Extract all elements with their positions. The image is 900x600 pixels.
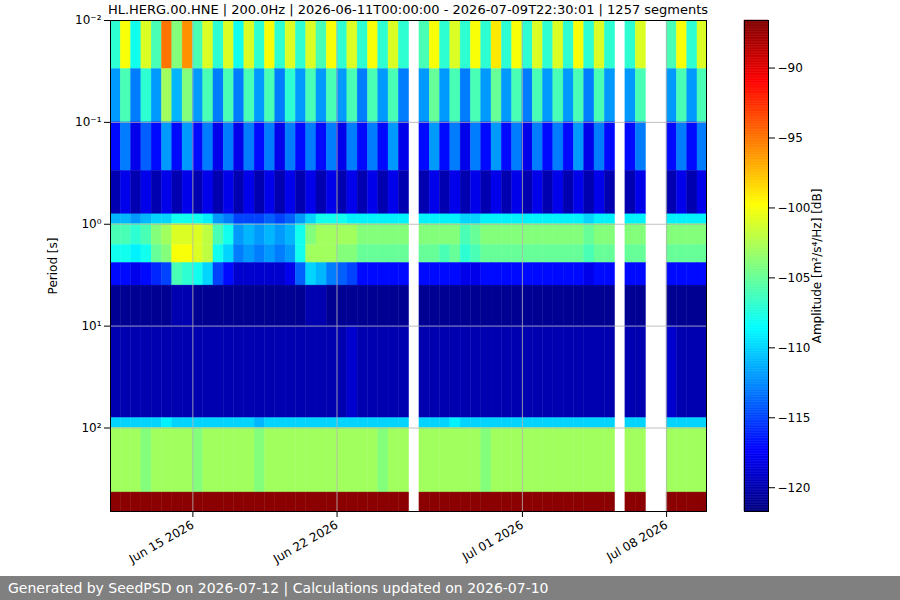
svg-text:10⁻²: 10⁻²: [75, 13, 102, 27]
svg-text:−90: −90: [778, 61, 803, 75]
svg-text:−120: −120: [778, 481, 811, 495]
svg-text:10¹: 10¹: [81, 319, 101, 333]
svg-text:Jul 08 2026: Jul 08 2026: [603, 518, 670, 565]
svg-text:Period [s]: Period [s]: [46, 238, 60, 295]
svg-text:Jul 01 2026: Jul 01 2026: [459, 518, 526, 565]
html-text:HL.HERG.00.HNE | 200.0Hz | 202: HL.HERG.00.HNE | 200.0Hz | 2026-06-11T00…: [107, 2, 709, 17]
svg-text:10⁰: 10⁰: [81, 217, 101, 231]
svg-text:10⁻¹: 10⁻¹: [75, 115, 102, 129]
svg-text:−105: −105: [778, 271, 811, 285]
svg-text:−115: −115: [778, 411, 811, 425]
svg-text:10²: 10²: [81, 421, 101, 435]
svg-text:−110: −110: [778, 341, 811, 355]
svg-text:−100: −100: [778, 201, 811, 215]
svg-text:−95: −95: [778, 131, 803, 145]
svg-text:Amplitude [m²/s⁴/Hz] [dB]: Amplitude [m²/s⁴/Hz] [dB]: [810, 189, 824, 344]
svg-text:Jun 22 2026: Jun 22 2026: [270, 518, 340, 567]
svg-text:Jun 15 2026: Jun 15 2026: [126, 518, 196, 567]
html-text:Generated by SeedPSD on 2026-0: Generated by SeedPSD on 2026-07-12 | Cal…: [8, 580, 549, 596]
